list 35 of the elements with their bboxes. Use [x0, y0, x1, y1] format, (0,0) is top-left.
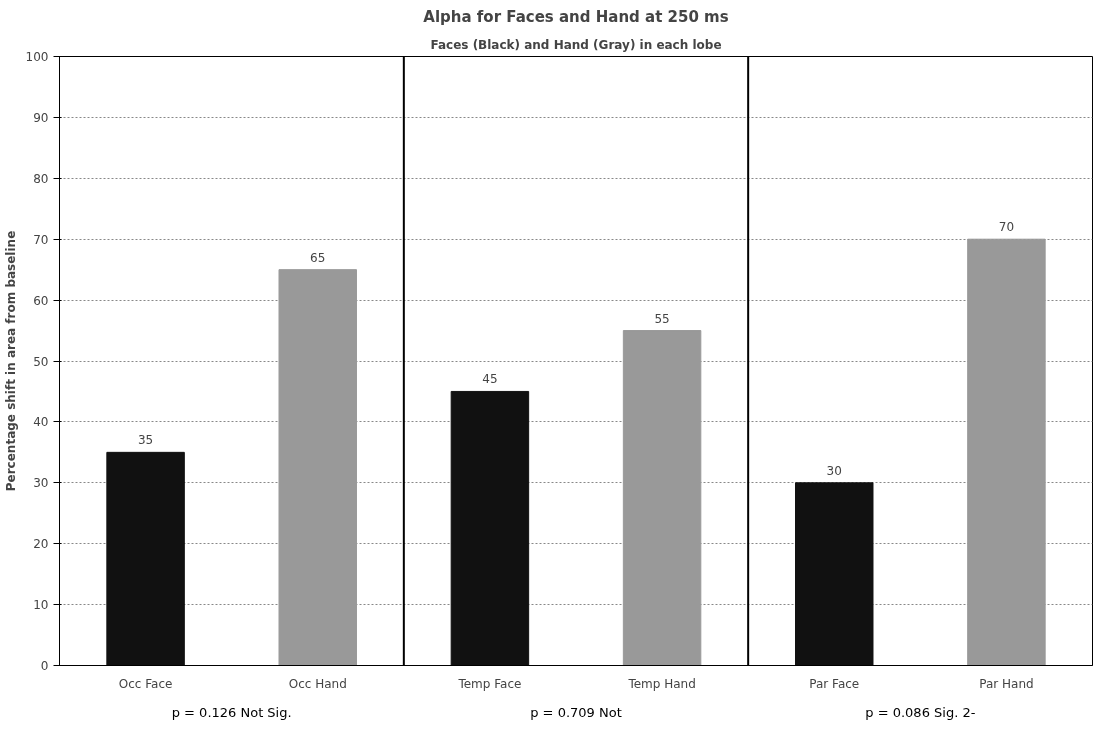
x-tick-label: Par Hand [979, 676, 1034, 691]
bar [278, 269, 357, 666]
data-label: 65 [310, 250, 326, 265]
y-axis-title: Percentage shift in area from baseline [3, 230, 18, 492]
y-tick-label: 20 [33, 537, 49, 552]
bar [967, 238, 1046, 666]
y-tick-label: 40 [33, 415, 49, 430]
data-label: 55 [654, 311, 670, 326]
text: p = 0.709 Not [530, 704, 622, 720]
bar [622, 330, 702, 666]
y-tick-label: 60 [33, 293, 49, 308]
data-label: 70 [998, 220, 1015, 235]
text: p = 0.086 Sig. 2- [865, 704, 976, 720]
y-tick-label: 30 [33, 476, 49, 491]
y-tick-label: 10 [33, 598, 49, 613]
bar [450, 390, 530, 666]
y-tick-label: 70 [33, 232, 49, 247]
y-tick-label: 90 [33, 110, 49, 125]
chart-subtitle: Faces (Black) and Hand (Gray) in each lobe [430, 37, 722, 52]
text: p = 0.126 Not Sig. [171, 704, 292, 720]
y-tick-label: 100 [25, 50, 49, 64]
y-tick-label: 80 [33, 171, 49, 186]
y-tick-label: 50 [33, 354, 49, 369]
y-tick-label: 0 [40, 659, 49, 673]
x-tick-label: Temp Face [457, 676, 522, 691]
bar [106, 451, 185, 666]
data-label: 45 [482, 372, 498, 387]
x-tick-label: Occ Hand [288, 676, 347, 691]
x-tick-label: Temp Hand [627, 676, 696, 691]
x-tick-label: Occ Face [118, 676, 173, 691]
bar [795, 482, 874, 666]
data-label: 30 [826, 463, 842, 478]
chart-title: Alpha for Faces and Hand at 250 ms [423, 7, 729, 26]
x-tick-label: Par Face [809, 676, 860, 691]
data-label: 35 [137, 433, 154, 448]
